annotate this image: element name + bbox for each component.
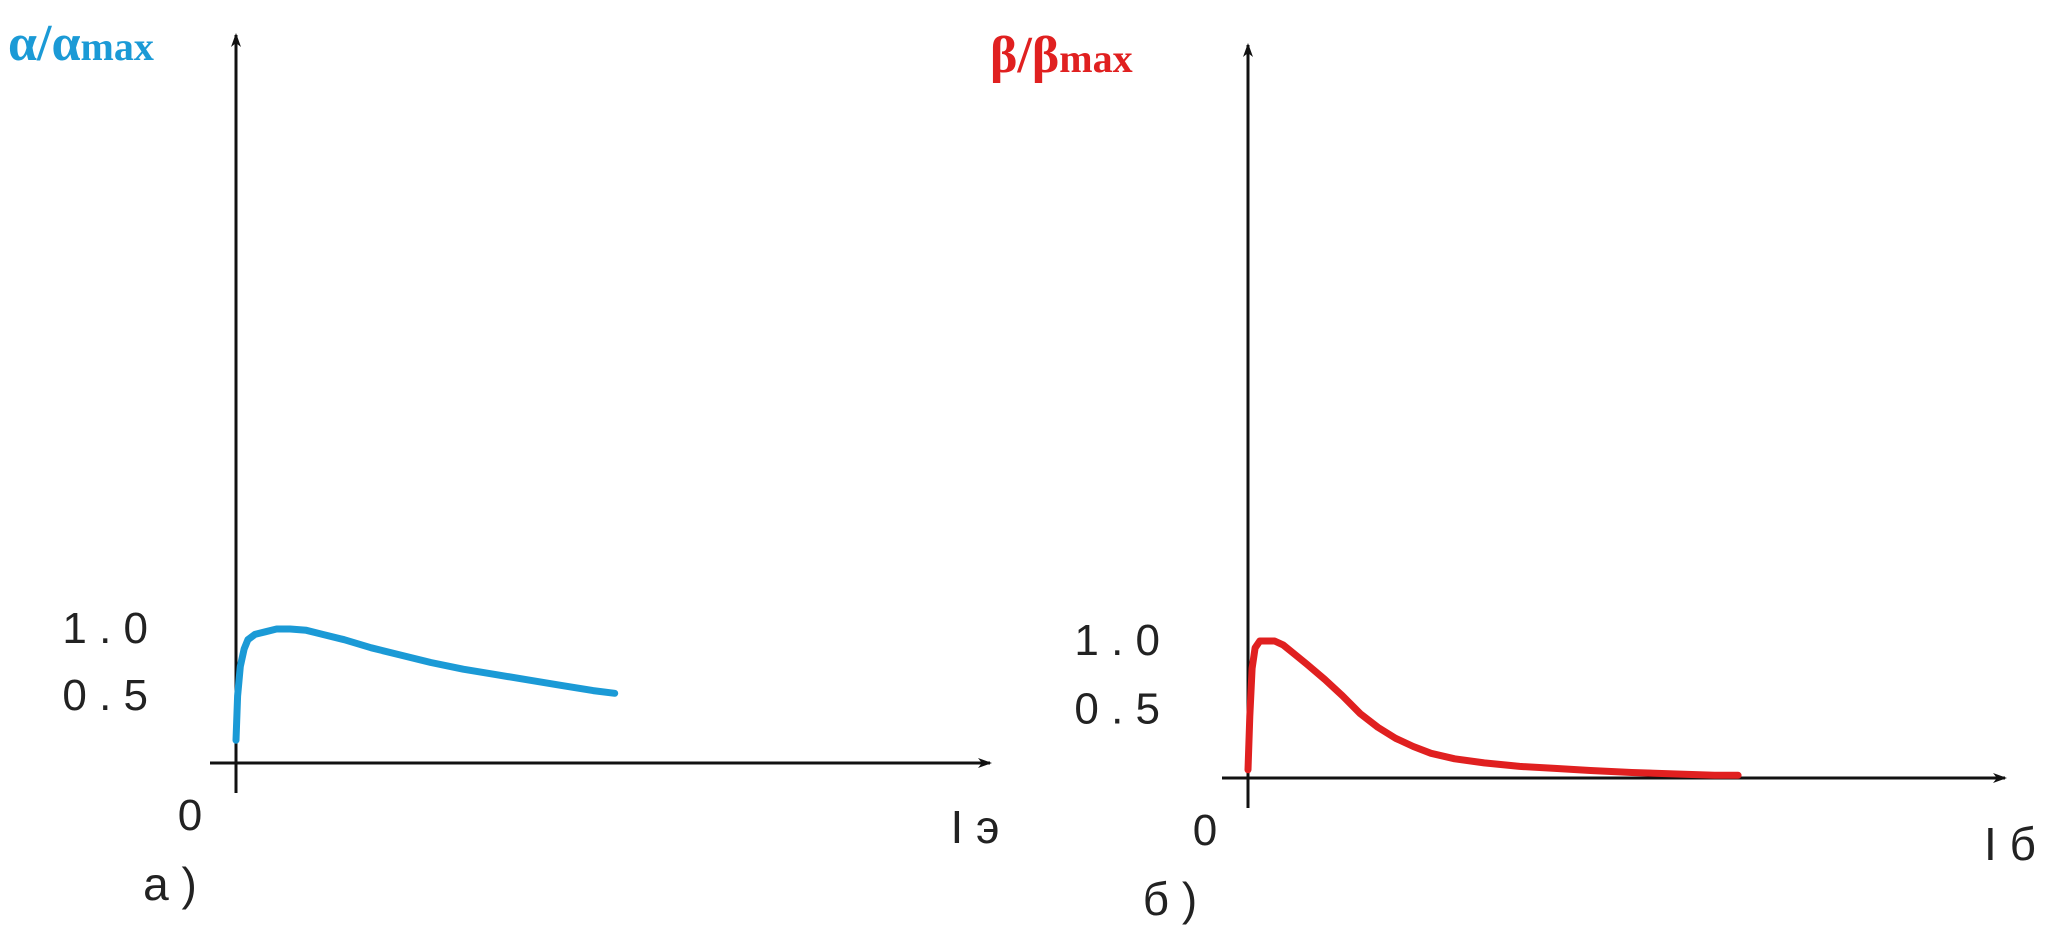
origin-label: 0 [178,791,202,840]
y-tick-label: 1 . 0 [1074,616,1160,665]
y-axis-label-main: α/α [8,15,81,72]
y-axis-label: α/αmax [8,15,154,72]
series-line [1244,637,1742,779]
origin-label: 0 [1193,806,1217,855]
y-axis-label: β/βmax [990,27,1133,84]
y-tick-label: 1 . 0 [62,604,148,653]
y-tick-label: 0 . 5 [1074,685,1160,734]
x-axis-label: I э [950,801,999,853]
chart-panel-b: β/βmax 0 . 5 1 . 0 0 I б б ) [990,27,2036,925]
chart-panel-a: α/αmax 0 . 5 1 . 0 0 I э а ) [8,15,1000,910]
panel-label: а ) [143,858,197,910]
series-line [232,625,619,744]
y-tick-label: 0 . 5 [62,671,148,720]
y-axis-label-main: β/β [990,27,1059,84]
y-axis-label-subscript: max [1059,36,1132,81]
x-axis-label: I б [1984,818,2036,870]
y-axis-label-subscript: max [81,24,154,69]
panel-label: б ) [1143,873,1197,925]
